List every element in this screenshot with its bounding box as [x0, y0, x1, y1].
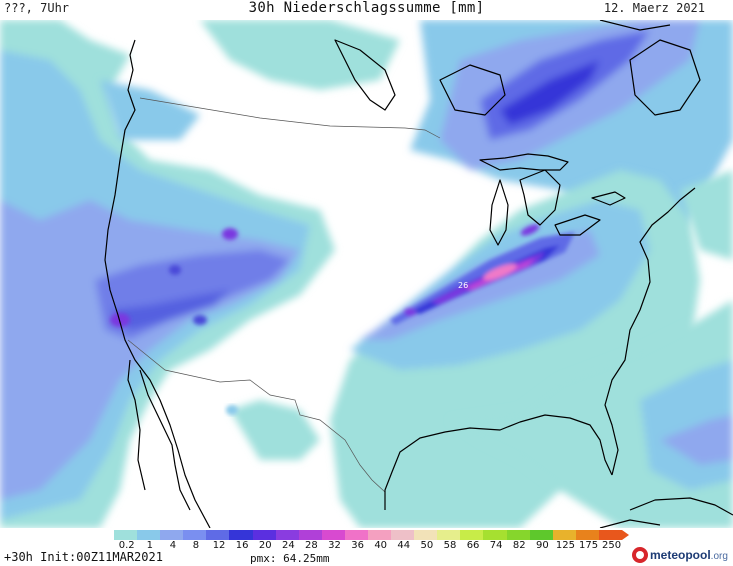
legend-swatch [529, 530, 554, 540]
legend-swatch [114, 530, 138, 540]
legend-ticks: 0.2 1 4 8 12 16 20 24 28 32 36 40 44 50 58 66 74 82 90 125 1… [114, 540, 634, 552]
legend-tick-label: 74 [489, 540, 503, 551]
legend-swatch [483, 530, 508, 540]
color-legend [114, 530, 630, 540]
meteopool-logo[interactable]: meteopool.org [632, 547, 732, 565]
legend-swatch [391, 530, 415, 540]
legend-swatch [321, 530, 346, 540]
legend-swatch [206, 530, 230, 540]
precip-northeast-field [410, 20, 733, 260]
logo-text: meteopool.org [650, 548, 728, 562]
valid-date: 12. Maerz 2021 [603, 1, 705, 15]
legend-tick-label: 90 [535, 540, 549, 551]
max-precip-label: pmx: 64.25mm [250, 552, 330, 565]
legend-tick-label: 1 [146, 540, 153, 551]
legend-swatch [414, 530, 438, 540]
logo-icon [632, 547, 648, 563]
legend-tick-label: 250 [602, 540, 622, 551]
legend-tick-label: 44 [397, 540, 411, 551]
legend-overflow-arrow [622, 530, 629, 540]
precip-north-field [100, 20, 400, 140]
legend-tick-label: 12 [212, 540, 226, 551]
legend-tick-label: 125 [555, 540, 575, 551]
legend-tick-label: 58 [443, 540, 457, 551]
legend-tick-label: 8 [192, 540, 200, 551]
init-time-label: +30h Init:00Z11MAR2021 [4, 550, 163, 564]
legend-tick-label: 66 [466, 540, 480, 551]
legend-swatch [575, 530, 600, 540]
precip-west-field [0, 20, 335, 528]
legend-tick-label: 32 [328, 540, 341, 551]
valid-time-label: ???, 7Uhr [4, 1, 70, 15]
legend-swatch [160, 530, 184, 540]
legend-swatch [298, 530, 323, 540]
header: ???, 7Uhr 30h Niederschlagssumme [mm] 12… [0, 0, 733, 20]
legend-swatch [344, 530, 369, 540]
legend-swatch [460, 530, 484, 540]
precip-gulf-atlantic [230, 170, 733, 528]
legend-swatch [598, 530, 623, 540]
legend-swatch [437, 530, 461, 540]
coastlines [104, 20, 733, 528]
legend-tick-label: 24 [281, 540, 295, 551]
legend-tick-label: 40 [374, 540, 388, 551]
legend-tick-label: 0.2 [118, 540, 135, 551]
precip-frontal-core [390, 224, 575, 325]
legend-swatch [183, 530, 207, 540]
legend-swatch [368, 530, 392, 540]
country-borders [127, 97, 441, 493]
legend-swatch [229, 530, 254, 540]
legend-tick-label: 4 [169, 540, 177, 551]
legend-tick-label: 20 [258, 540, 272, 551]
map-title: 30h Niederschlagssumme [mm] [248, 0, 485, 16]
legend-swatch [275, 530, 300, 540]
max-value-label: 26 [458, 281, 468, 290]
legend-swatch [552, 530, 577, 540]
legend-swatch [252, 530, 277, 540]
precipitation-map: 26 [0, 20, 733, 528]
legend-tick-label: 16 [235, 540, 249, 551]
legend-tick-label: 50 [420, 540, 434, 551]
legend-swatch [506, 530, 531, 540]
legend-swatch [137, 530, 161, 540]
legend-tick-label: 36 [351, 540, 364, 551]
legend-tick-label: 175 [578, 540, 599, 551]
legend-tick-label: 28 [305, 540, 318, 551]
legend-tick-label: 82 [512, 540, 526, 551]
